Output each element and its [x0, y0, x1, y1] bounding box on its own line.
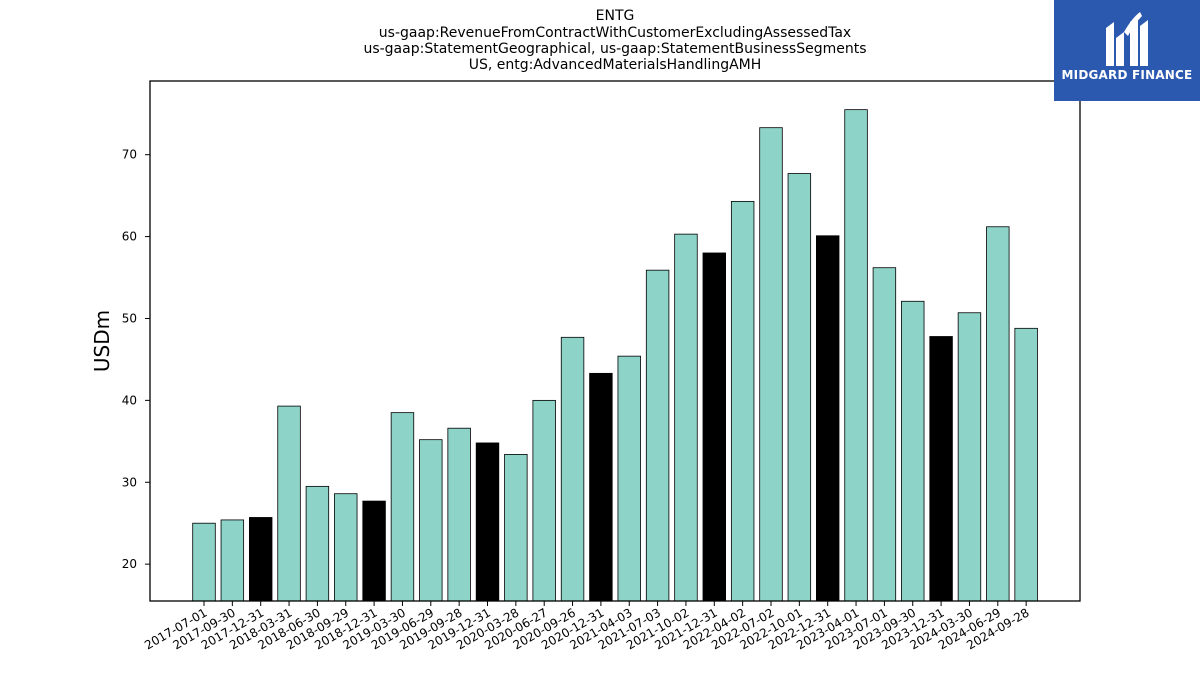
y-tick-label: 50 — [122, 311, 137, 325]
chart-title: ENTG us-gaap:RevenueFromContractWithCust… — [363, 8, 866, 73]
bar-2022-12-31 — [816, 235, 840, 602]
bar-2024-03-30 — [957, 312, 982, 602]
y-tick-label: 20 — [122, 557, 137, 571]
chart-title-line-2: us-gaap:RevenueFromContractWithCustomerE… — [379, 25, 851, 41]
bar-2018-12-31 — [362, 500, 386, 602]
y-axis-label: USDm — [90, 310, 114, 372]
bar-2022-04-02 — [730, 200, 755, 602]
bar-2017-07-01 — [192, 522, 216, 602]
bar-2023-09-30 — [901, 300, 925, 602]
midgard-finance-logo: MIDGARD FINANCE — [1054, 0, 1200, 101]
bar-2021-10-02 — [674, 233, 698, 602]
chart-title-line-4: US, entg:AdvancedMaterialsHandlingAMH — [469, 57, 762, 73]
y-tick-label: 70 — [122, 148, 137, 162]
bar-2021-04-03 — [617, 355, 641, 602]
bar-2022-10-01 — [787, 173, 812, 602]
logo-text: MIDGARD FINANCE — [1061, 68, 1193, 82]
bar-2019-03-30 — [390, 412, 415, 602]
midgard-logo-icon — [1106, 12, 1148, 66]
plot-frame — [149, 80, 1081, 602]
bar-2020-03-28 — [504, 454, 528, 602]
bar-2020-12-31 — [589, 372, 613, 602]
bar-series — [192, 109, 1038, 602]
bar-2019-09-28 — [447, 427, 471, 602]
bar-2018-09-29 — [334, 493, 358, 602]
bar-2019-12-31 — [475, 442, 500, 602]
bar-2023-07-01 — [872, 267, 897, 602]
bar-2019-06-29 — [419, 439, 443, 602]
bar-2020-06-27 — [532, 399, 556, 602]
chart-title-line-1: ENTG — [596, 8, 635, 24]
y-tick-label: 60 — [122, 230, 137, 244]
bar-2018-03-31 — [277, 405, 301, 602]
y-tick-label: 30 — [122, 475, 137, 489]
y-axis-ticks: 20 30 40 50 60 70 — [122, 148, 150, 571]
bar-2024-06-29 — [986, 226, 1010, 602]
bar-2021-07-03 — [645, 269, 670, 602]
y-tick-label: 40 — [122, 393, 137, 407]
bar-2017-09-30 — [220, 519, 245, 602]
bar-2021-12-31 — [702, 252, 727, 602]
chart-title-line-3: us-gaap:StatementGeographical, us-gaap:S… — [363, 41, 866, 57]
bar-2018-06-30 — [305, 485, 330, 602]
bar-2020-09-26 — [560, 336, 585, 602]
bar-2022-07-02 — [759, 127, 783, 602]
bar-2017-12-31 — [248, 517, 273, 602]
bar-2024-09-28 — [1014, 327, 1038, 602]
bar-2023-12-31 — [929, 336, 953, 602]
bar-2023-04-01 — [844, 109, 868, 602]
x-axis-ticks: 2017-07-012017-09-302017-12-312018-03-31… — [142, 601, 1032, 652]
